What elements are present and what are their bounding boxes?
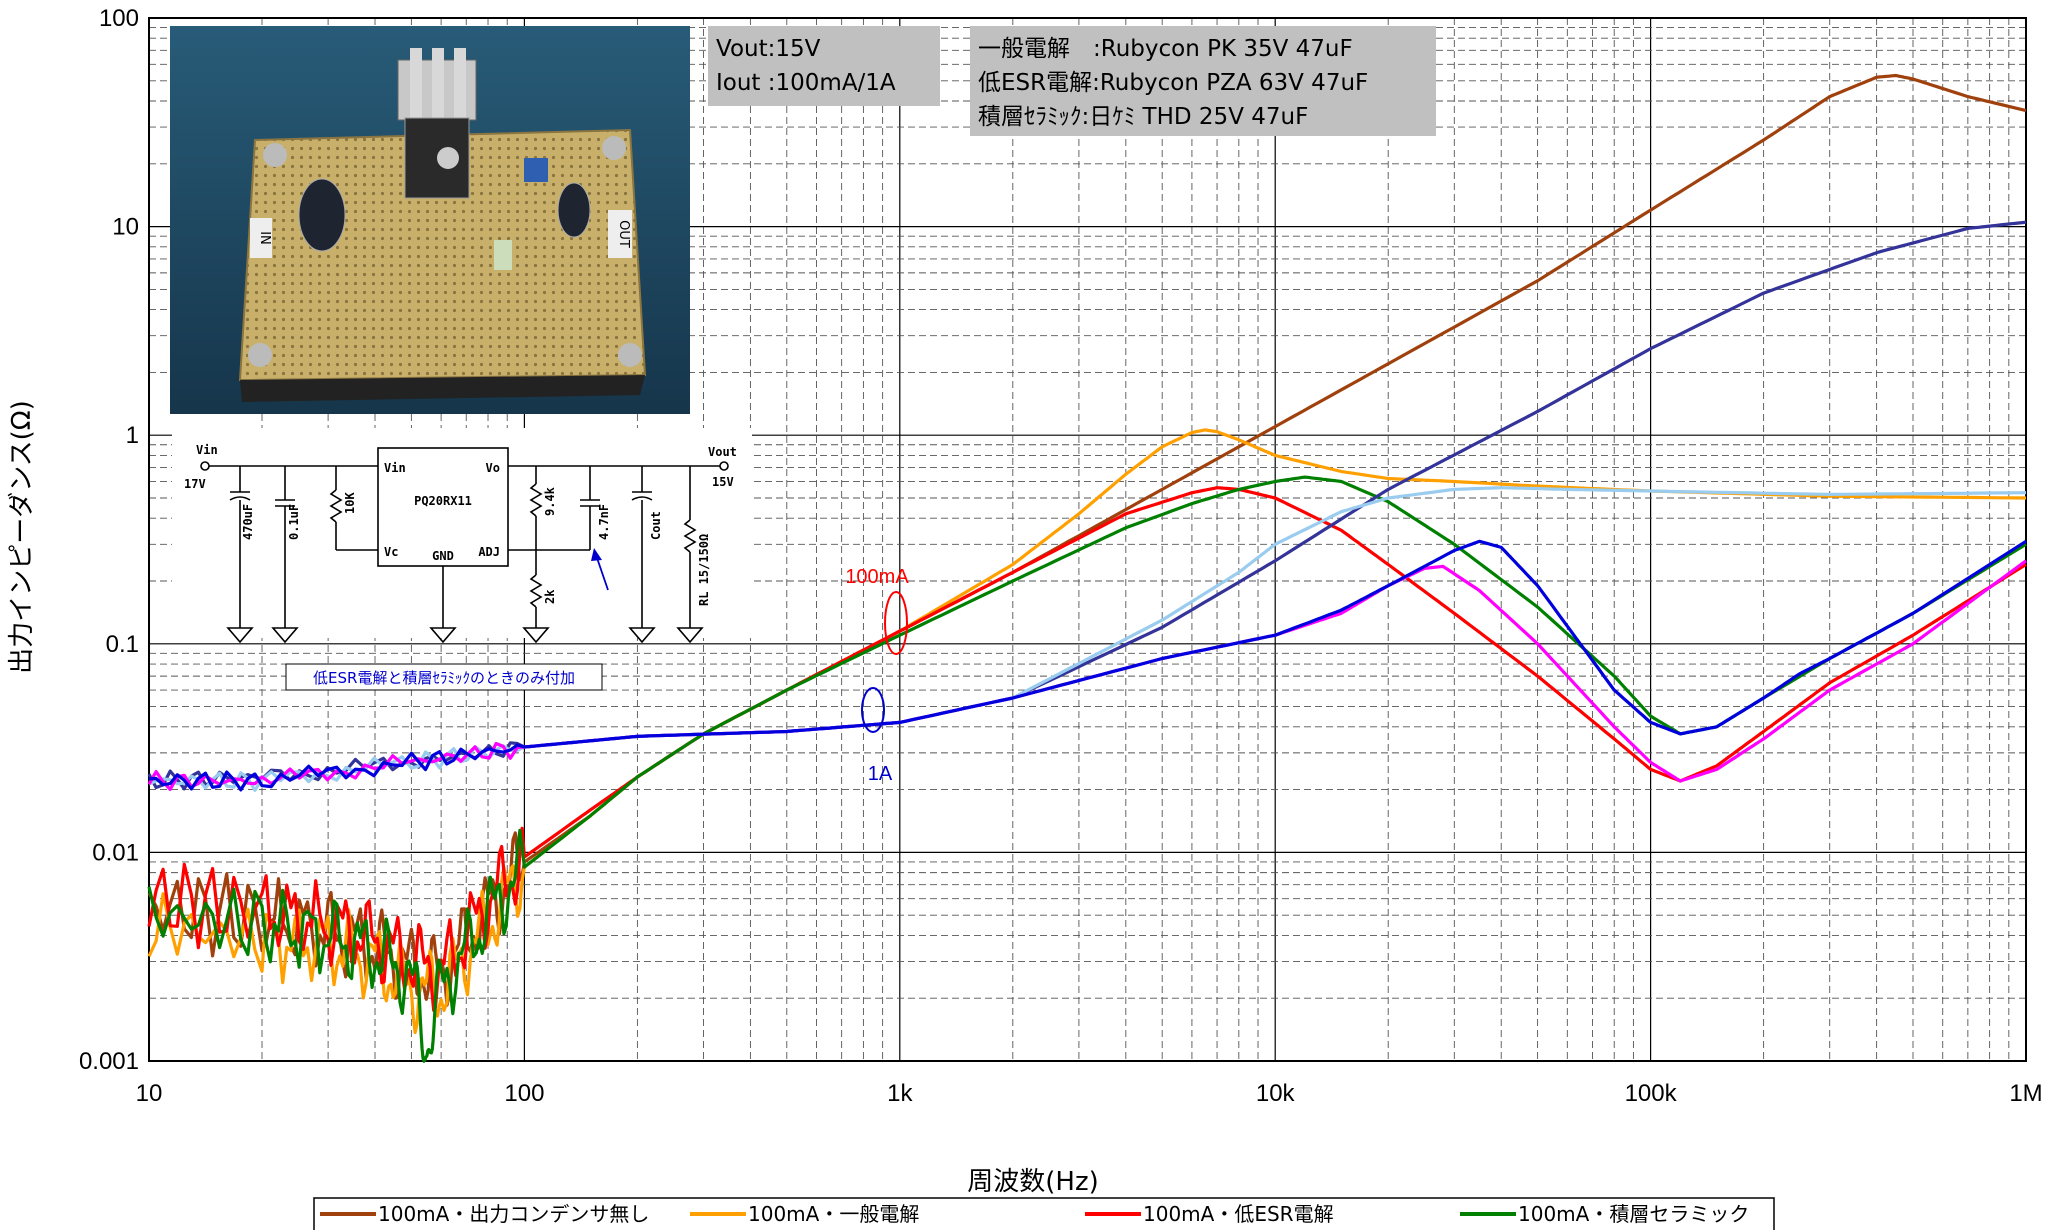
sch-r-top: 9.4k [543, 486, 557, 516]
legend-label: 100mA・一般電解 [748, 1202, 919, 1226]
sch-r-vc: 10K [343, 492, 357, 514]
sch-pin-adj: ADJ [478, 545, 500, 559]
sch-pin-vo: Vo [486, 461, 500, 475]
y-axis-label: 出力インピーダンス(Ω) [7, 400, 37, 674]
sch-vout-value: 15V [712, 475, 734, 489]
sch-ic-name: PQ20RX11 [414, 494, 472, 508]
sch-c-bypass: 0.1uF [287, 504, 301, 540]
y-tick-label: 1 [126, 422, 139, 449]
info-cap-general: 一般電解 :Rubycon PK 35V 47uF [978, 36, 1353, 62]
x-tick-label: 10k [1256, 1080, 1296, 1107]
info-box-capacitors: 一般電解 :Rubycon PK 35V 47uF 低ESR電解:Rubycon… [970, 26, 1436, 136]
series-line-5 [147, 220, 2027, 791]
photo-out-label: OUT [616, 220, 631, 248]
sch-pin-gnd: GND [432, 549, 454, 563]
circuit-board-photo: IN OUT [170, 26, 690, 414]
photo-in-label: IN [257, 231, 272, 245]
sch-vin-label: Vin [196, 443, 218, 457]
sch-r-load: RL 15/150Ω [697, 534, 711, 606]
sch-vout-label: Vout [708, 445, 737, 459]
info-vout: Vout:15V [716, 36, 821, 62]
info-cap-lowesr: 低ESR電解:Rubycon PZA 63V 47uF [978, 70, 1368, 96]
plot-frame [148, 17, 2027, 1062]
sch-note: 低ESR電解と積層ｾﾗﾐｯｸのときのみ付加 [313, 669, 575, 687]
y-tick-labels: 0.001 0.01 0.1 1 10 100 [79, 5, 139, 1075]
x-axis-label: 周波数(Hz) [967, 1167, 1099, 1197]
x-tick-label: 1M [2009, 1080, 2042, 1107]
sch-r-bottom: 2k [543, 589, 557, 604]
y-tick-label: 0.01 [92, 839, 139, 866]
y-tick-label: 10 [112, 214, 139, 241]
sch-c-out: Cout [649, 511, 663, 540]
sch-c-in: 470uF [241, 504, 255, 540]
annotation-100ma: 100mA [845, 566, 909, 588]
legend-label: 100mA・低ESR電解 [1143, 1202, 1334, 1226]
legend: 100mA・出力コンデンサ無し 100mA・一般電解 100mA・低ESR電解 100… [313, 1197, 1775, 1230]
x-tick-labels: 10 100 1k 10k 100k 1M [136, 1080, 2043, 1107]
info-iout: Iout :100mA/1A [716, 70, 896, 96]
y-tick-label: 0.1 [106, 631, 139, 658]
y-tick-label: 100 [99, 5, 139, 32]
x-tick-label: 100 [504, 1080, 544, 1107]
y-tick-label: 0.001 [79, 1048, 139, 1075]
annotation-ellipse-100ma [884, 591, 908, 655]
axes [148, 17, 2027, 1062]
x-tick-label: 10 [136, 1080, 163, 1107]
series-line-8 [148, 539, 2027, 792]
x-tick-label: 1k [887, 1080, 913, 1107]
sch-pin-vc: Vc [384, 545, 398, 559]
legend-label: 100mA・積層セラミック [1518, 1202, 1749, 1226]
series-lines [147, 73, 2027, 1063]
schematic: Vin 17V Vout 15V PQ20RX11 Vin Vo Vc GND … [172, 428, 752, 691]
info-cap-ceramic: 積層ｾﾗﾐｯｸ:日ｹﾐ THD 25V 47uF [978, 104, 1308, 130]
annotation-ellipse-1a [861, 687, 885, 733]
sch-c-adj: 4.7nF [597, 504, 611, 540]
info-box-conditions: Vout:15V Iout :100mA/1A [708, 26, 940, 106]
sch-pin-vin: Vin [384, 461, 406, 475]
annotation-1a: 1A [868, 763, 893, 785]
legend-label: 100mA・出力コンデンサ無し [378, 1202, 649, 1226]
sch-vin-value: 17V [184, 477, 206, 491]
x-tick-label: 100k [1625, 1080, 1678, 1107]
